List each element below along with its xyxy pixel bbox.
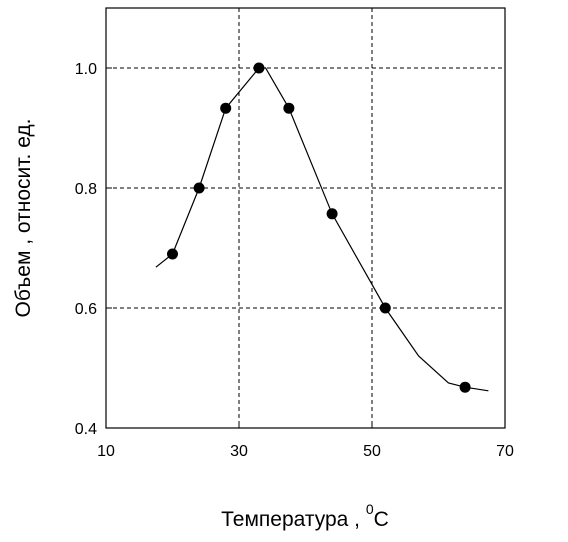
x-axis-unit-superscript: 0 bbox=[366, 501, 374, 517]
y-tick-label: 1.0 bbox=[75, 61, 97, 78]
data-point bbox=[193, 182, 205, 194]
y-axis-title: Объем , относит. ед. bbox=[12, 118, 35, 317]
series-line bbox=[155, 67, 489, 392]
x-tick-label: 70 bbox=[496, 443, 514, 460]
x-tick-label: 50 bbox=[363, 443, 381, 460]
x-tick-label: 30 bbox=[230, 443, 248, 460]
data-point bbox=[167, 248, 178, 260]
series-layer bbox=[155, 62, 489, 393]
data-point bbox=[220, 102, 232, 114]
plot-frame bbox=[105, 7, 506, 429]
y-tick-label: 0.6 bbox=[75, 301, 97, 318]
data-point bbox=[253, 62, 265, 74]
data-point bbox=[379, 302, 391, 314]
x-axis-title-text: Температура , bbox=[221, 508, 366, 531]
x-tick-label: 10 bbox=[97, 443, 115, 460]
data-point bbox=[326, 208, 338, 220]
x-axis-title: Температура , 0C bbox=[221, 501, 389, 531]
data-point bbox=[459, 381, 471, 393]
data-point bbox=[283, 102, 295, 114]
grid-layer bbox=[106, 8, 505, 428]
y-tick-label: 0.8 bbox=[75, 181, 97, 198]
tick-layer: 10 30 50 70 0.4 0.6 0.8 1.0 bbox=[75, 61, 514, 460]
x-axis-unit: C bbox=[374, 508, 389, 531]
y-tick-label: 0.4 bbox=[75, 421, 97, 438]
